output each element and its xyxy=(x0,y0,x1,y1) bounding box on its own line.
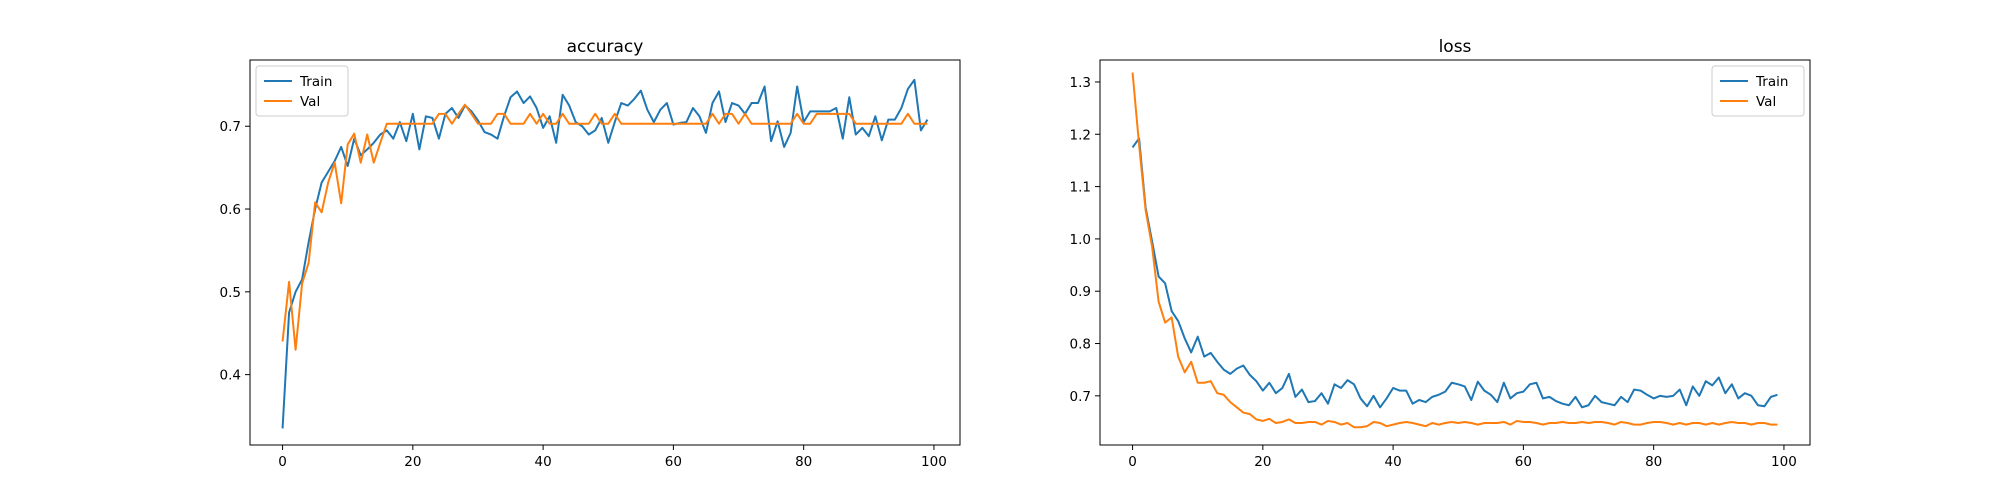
y-tick-label: 0.6 xyxy=(220,202,241,218)
y-tick-label: 0.9 xyxy=(1070,284,1091,300)
y-tick-label: 1.0 xyxy=(1070,232,1091,248)
accuracy-chart: accuracy 0 20 40 60 80 100 0.4 0.5 0.6 0.7 Train… xyxy=(220,37,961,470)
y-tick-label: 1.1 xyxy=(1070,180,1091,196)
plot-frame xyxy=(249,59,961,446)
y-axis: 0.7 0.8 0.9 1.0 1.1 1.2 1.3 xyxy=(1070,75,1100,405)
series-line-val xyxy=(281,103,928,351)
y-tick-label: 0.4 xyxy=(220,368,241,384)
chart-title: loss xyxy=(1439,37,1472,57)
y-tick-label: 0.7 xyxy=(1070,389,1091,405)
x-tick-label: 60 xyxy=(1515,454,1532,470)
x-tick-label: 40 xyxy=(535,454,552,470)
y-axis: 0.4 0.5 0.6 0.7 xyxy=(220,119,250,384)
legend: Train Val xyxy=(255,65,349,117)
series-line-val xyxy=(1131,72,1778,429)
series-line-train xyxy=(1131,137,1778,409)
x-axis: 0 20 40 60 80 100 xyxy=(278,445,947,470)
x-tick-label: 60 xyxy=(665,454,682,470)
x-tick-label: 20 xyxy=(1254,454,1271,470)
plot-lines xyxy=(1131,72,1778,429)
x-tick-label: 80 xyxy=(1645,454,1662,470)
x-tick-label: 40 xyxy=(1385,454,1402,470)
x-tick-label: 20 xyxy=(404,454,421,470)
x-tick-label: 80 xyxy=(795,454,812,470)
x-tick-label: 0 xyxy=(278,454,287,470)
legend: Train Val xyxy=(1711,65,1805,117)
legend-val-label: Val xyxy=(300,94,320,110)
x-tick-label: 100 xyxy=(1771,454,1797,470)
y-tick-label: 0.8 xyxy=(1070,337,1091,353)
series-line-train xyxy=(281,78,929,429)
chart-title: accuracy xyxy=(567,37,644,57)
plot-frame xyxy=(1099,59,1811,446)
x-tick-label: 0 xyxy=(1128,454,1137,470)
plot-lines xyxy=(281,78,929,429)
legend-val-label: Val xyxy=(1756,94,1776,110)
y-tick-label: 1.2 xyxy=(1070,127,1091,143)
legend-box xyxy=(1711,65,1805,117)
y-tick-label: 1.3 xyxy=(1070,75,1091,91)
legend-train-label: Train xyxy=(1755,74,1788,90)
x-axis: 0 20 40 60 80 100 xyxy=(1128,445,1797,470)
y-tick-label: 0.7 xyxy=(220,119,241,135)
y-tick-label: 0.5 xyxy=(220,285,241,301)
loss-chart: loss 0 20 40 60 80 100 0.70.80.91.01.11.21.3 … xyxy=(1070,37,1811,470)
legend-train-label: Train xyxy=(299,74,332,90)
x-tick-label: 100 xyxy=(921,454,947,470)
legend-box xyxy=(255,65,349,117)
